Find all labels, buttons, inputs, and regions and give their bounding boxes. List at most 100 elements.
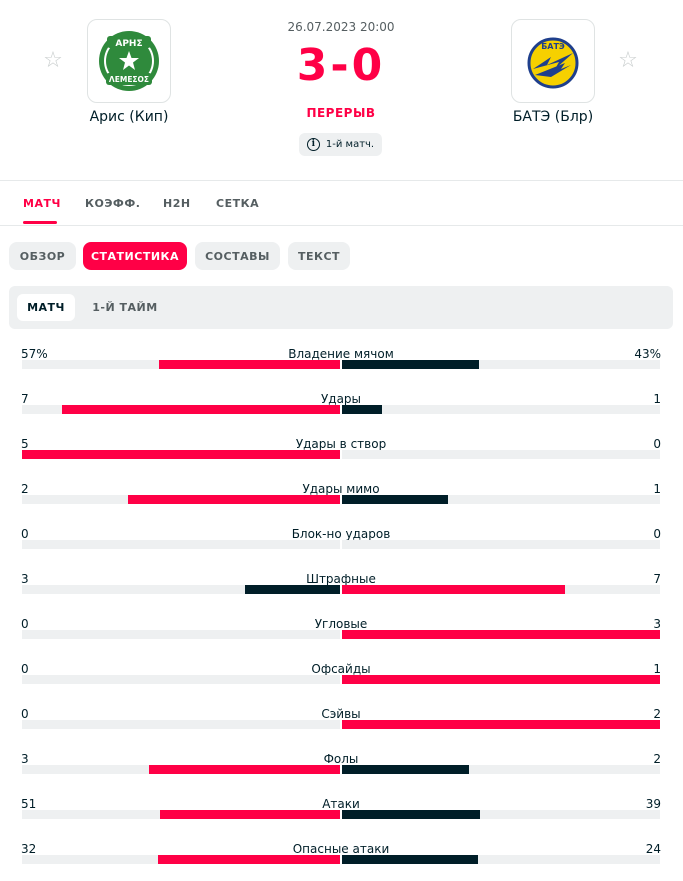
stat-home-value: 3 xyxy=(21,572,29,586)
stat-home-bar-track xyxy=(22,585,340,594)
stat-home-bar-track xyxy=(22,720,340,729)
stat-row: 7 Удары 1 xyxy=(0,392,683,437)
stat-away-bar xyxy=(342,720,660,729)
stat-label: Атаки xyxy=(322,797,360,811)
stat-away-value: 39 xyxy=(645,797,661,811)
stat-away-bar xyxy=(342,360,479,369)
stat-label: Сэйвы xyxy=(321,707,361,721)
stat-home-value: 0 xyxy=(21,617,29,631)
stat-home-bar-track xyxy=(22,360,340,369)
stat-label: Офсайды xyxy=(311,662,371,676)
stat-label: Опасные атаки xyxy=(292,842,390,856)
stat-home-bar-track xyxy=(22,810,340,819)
tab-odds[interactable]: КОЭФФ. xyxy=(85,197,141,210)
stat-home-value: 0 xyxy=(21,527,29,541)
info-icon: i xyxy=(306,138,320,151)
stat-home-value: 0 xyxy=(21,662,29,676)
stat-away-bar-track xyxy=(342,405,660,414)
stat-home-bar-track xyxy=(22,675,340,684)
match-header: ☆ ΑΡΗΣ ΛΕΜΕΣΟΣ Арис (Кип) 26.07.2023 20:… xyxy=(0,0,683,181)
stat-home-value: 3 xyxy=(21,752,29,766)
stat-home-bar xyxy=(158,855,340,864)
stat-away-bar-track xyxy=(342,585,660,594)
bate-logo-icon: БАТЭ xyxy=(527,37,579,89)
stat-away-bar-track xyxy=(342,495,660,504)
subtab-lineups[interactable]: СОСТАВЫ xyxy=(195,242,280,270)
stat-away-bar xyxy=(342,855,479,864)
stat-row: 0 Блок-но ударов 0 xyxy=(0,527,683,572)
home-team-name[interactable]: Арис (Кип) xyxy=(89,109,169,125)
period-tabs: МАТЧ 1-Й ТАЙМ xyxy=(9,286,673,329)
stat-away-bar-track xyxy=(342,675,660,684)
stat-label: Удары мимо xyxy=(302,482,380,496)
stat-home-bar-track xyxy=(22,495,340,504)
period-tab-match[interactable]: МАТЧ xyxy=(17,294,75,321)
stat-row: 0 Угловые 3 xyxy=(0,617,683,662)
match-info-pill[interactable]: i 1-й матч. xyxy=(299,133,382,156)
stat-home-value: 32 xyxy=(21,842,37,856)
stat-home-bar xyxy=(128,495,340,504)
tab-match[interactable]: МАТЧ xyxy=(23,197,61,210)
stat-away-bar xyxy=(342,765,470,774)
home-team-logo[interactable]: ΑΡΗΣ ΛΕΜΕΣΟΣ xyxy=(87,19,171,103)
stat-row: 3 Штрафные 7 xyxy=(0,572,683,617)
stat-away-value: 2 xyxy=(653,707,661,721)
stat-away-value: 0 xyxy=(653,527,661,541)
stat-away-bar xyxy=(342,585,565,594)
stat-away-bar-track xyxy=(342,720,660,729)
tabs-divider xyxy=(0,225,683,226)
stat-home-bar-track xyxy=(22,405,340,414)
period-tab-first-half[interactable]: 1-Й ТАЙМ xyxy=(92,301,158,314)
stat-away-value: 43% xyxy=(634,347,661,361)
favorite-home-star-icon[interactable]: ☆ xyxy=(43,48,63,73)
subtab-overview[interactable]: ОБЗОР xyxy=(9,242,76,270)
stat-away-bar-track xyxy=(342,360,660,369)
match-date: 26.07.2023 20:00 xyxy=(287,20,395,34)
stat-label: Удары xyxy=(320,392,362,406)
stat-away-bar-track xyxy=(342,765,660,774)
stat-away-bar-track xyxy=(342,540,660,549)
stat-away-bar xyxy=(342,810,480,819)
active-tab-underline xyxy=(23,221,57,224)
main-tabs: МАТЧ КОЭФФ. H2H СЕТКА xyxy=(0,181,683,225)
logo-text-top: ΑΡΗΣ xyxy=(115,39,142,49)
tab-h2h[interactable]: H2H xyxy=(163,197,191,210)
stat-away-value: 7 xyxy=(653,572,661,586)
logo-text-bottom: ΛΕΜΕΣΟΣ xyxy=(109,75,149,84)
stat-away-value: 0 xyxy=(653,437,661,451)
stat-row: 57% Владение мячом 43% xyxy=(0,347,683,392)
stat-home-value: 5 xyxy=(21,437,29,451)
match-status: ПЕРЕРЫВ xyxy=(306,106,376,120)
stat-row: 51 Атаки 39 xyxy=(0,797,683,842)
stat-row: 3 Фолы 2 xyxy=(0,752,683,797)
bate-logo-text: БАТЭ xyxy=(541,42,565,51)
stat-home-value: 51 xyxy=(21,797,37,811)
stat-row: 5 Удары в створ 0 xyxy=(0,437,683,482)
stat-home-bar xyxy=(244,585,340,594)
stat-away-value: 1 xyxy=(653,482,661,496)
stat-home-value: 7 xyxy=(21,392,29,406)
stat-row: 0 Сэйвы 2 xyxy=(0,707,683,752)
stat-away-value: 1 xyxy=(653,662,661,676)
stat-away-bar-track xyxy=(342,810,660,819)
stat-away-bar xyxy=(342,630,660,639)
stat-away-bar-track xyxy=(342,855,660,864)
stat-home-value: 57% xyxy=(21,347,48,361)
stat-away-bar xyxy=(342,495,448,504)
subtab-statistics[interactable]: СТАТИСТИКА xyxy=(83,242,187,270)
favorite-away-star-icon[interactable]: ☆ xyxy=(618,48,638,73)
subtab-commentary[interactable]: ТЕКСТ xyxy=(288,242,350,270)
stat-away-bar xyxy=(342,405,382,414)
stat-away-bar-track xyxy=(342,630,660,639)
away-team-logo[interactable]: БАТЭ xyxy=(511,19,595,103)
stat-row: 32 Опасные атаки 24 xyxy=(0,842,683,881)
stat-away-value: 24 xyxy=(645,842,661,856)
stat-row: 2 Удары мимо 1 xyxy=(0,482,683,527)
away-team-name[interactable]: БАТЭ (Блр) xyxy=(512,109,594,125)
stat-home-bar-track xyxy=(22,630,340,639)
stat-label: Удары в створ xyxy=(295,437,387,451)
header-divider xyxy=(0,180,683,181)
tab-bracket[interactable]: СЕТКА xyxy=(216,197,260,210)
stat-home-bar-track xyxy=(22,540,340,549)
stat-home-bar-track xyxy=(22,450,340,459)
